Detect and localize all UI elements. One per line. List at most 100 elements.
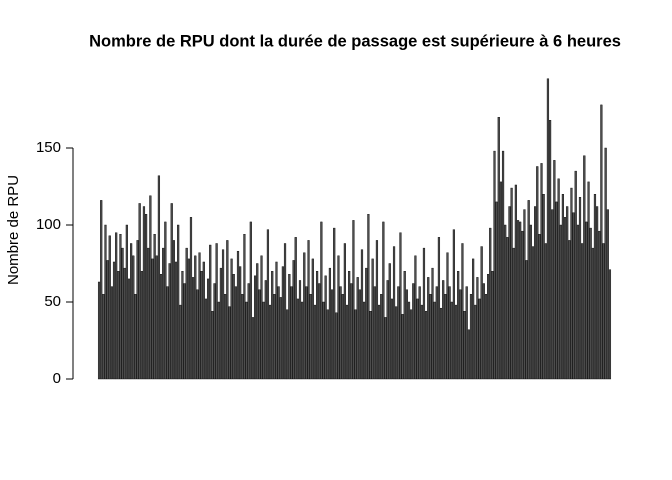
bar: [433, 301, 436, 380]
bar: [322, 301, 325, 380]
bar: [418, 286, 421, 380]
bar: [420, 304, 423, 380]
bar: [568, 240, 571, 380]
bar: [209, 244, 212, 380]
bar: [294, 237, 297, 380]
bar: [157, 175, 161, 380]
bar: [540, 163, 543, 380]
bar: [110, 286, 113, 380]
bar: [213, 283, 216, 380]
bar: [469, 294, 473, 380]
bar: [134, 294, 137, 380]
bar: [542, 193, 545, 380]
bar: [256, 263, 259, 380]
bar: [435, 286, 438, 380]
bar: [536, 166, 539, 380]
bar: [365, 267, 368, 380]
bar: [245, 301, 248, 380]
bar: [311, 258, 314, 380]
bar: [576, 224, 579, 380]
bar: [170, 203, 173, 380]
bar: [200, 271, 203, 380]
bar: [275, 261, 278, 380]
bar: [117, 271, 120, 380]
bar: [467, 329, 470, 380]
bar: [241, 294, 244, 380]
bar: [561, 193, 564, 380]
bar: [192, 277, 195, 380]
bar: [474, 304, 477, 380]
bar: [602, 243, 605, 380]
bar: [397, 286, 400, 380]
bar: [142, 206, 146, 380]
bar: [234, 286, 237, 380]
y-tick-label: 100: [36, 216, 61, 233]
bar: [181, 271, 184, 380]
bar: [106, 260, 109, 380]
bar: [431, 267, 434, 380]
bar: [298, 280, 302, 380]
bar: [313, 304, 317, 380]
bar: [198, 252, 201, 380]
bar: [343, 243, 346, 380]
bar: [399, 232, 402, 380]
bar: [292, 260, 295, 380]
bar: [226, 240, 229, 380]
y-tick-label: 50: [44, 293, 61, 310]
bar: [356, 277, 359, 380]
bar: [320, 221, 323, 380]
bar: [348, 271, 351, 380]
bar: [330, 289, 334, 380]
bar: [390, 298, 393, 380]
bar: [442, 280, 445, 380]
bar: [487, 274, 490, 380]
bar: [307, 240, 310, 380]
bar: [499, 181, 503, 380]
bar: [341, 294, 344, 380]
bar: [512, 247, 515, 380]
bar: [437, 237, 441, 380]
bar: [136, 240, 139, 380]
bar: [290, 286, 293, 380]
bar: [132, 255, 135, 380]
bar: [606, 209, 609, 380]
bar: [194, 255, 197, 380]
bar: [288, 274, 291, 380]
bar: [254, 275, 257, 380]
y-axis-label: Nombre de RPU: [5, 175, 22, 285]
bar: [358, 289, 361, 380]
bar: [328, 267, 332, 380]
bar: [177, 224, 180, 380]
bar: [224, 294, 227, 380]
bar: [525, 260, 528, 380]
bar: [179, 304, 182, 380]
bar: [112, 261, 116, 380]
bar: [236, 250, 240, 380]
bar: [497, 116, 500, 380]
bar: [243, 234, 246, 380]
bar: [587, 181, 590, 380]
y-tick-label: 0: [53, 370, 61, 387]
bar: [266, 229, 270, 380]
bar: [247, 283, 250, 380]
bar: [273, 294, 276, 380]
bar: [339, 286, 342, 380]
bar: [583, 155, 586, 380]
bar: [155, 255, 158, 380]
bar: [429, 294, 432, 380]
bar: [504, 224, 507, 380]
bar: [384, 317, 387, 380]
bar: [172, 240, 175, 380]
bar: [262, 301, 265, 380]
bar: [508, 206, 511, 380]
bar: [97, 281, 101, 380]
bar: [386, 280, 389, 380]
bar: [232, 274, 235, 380]
bar: [491, 271, 494, 380]
bar: [461, 243, 464, 380]
bar: [527, 200, 530, 380]
bar: [382, 221, 385, 380]
bar: [206, 278, 210, 380]
bar: [506, 237, 509, 380]
bar: [100, 200, 103, 380]
